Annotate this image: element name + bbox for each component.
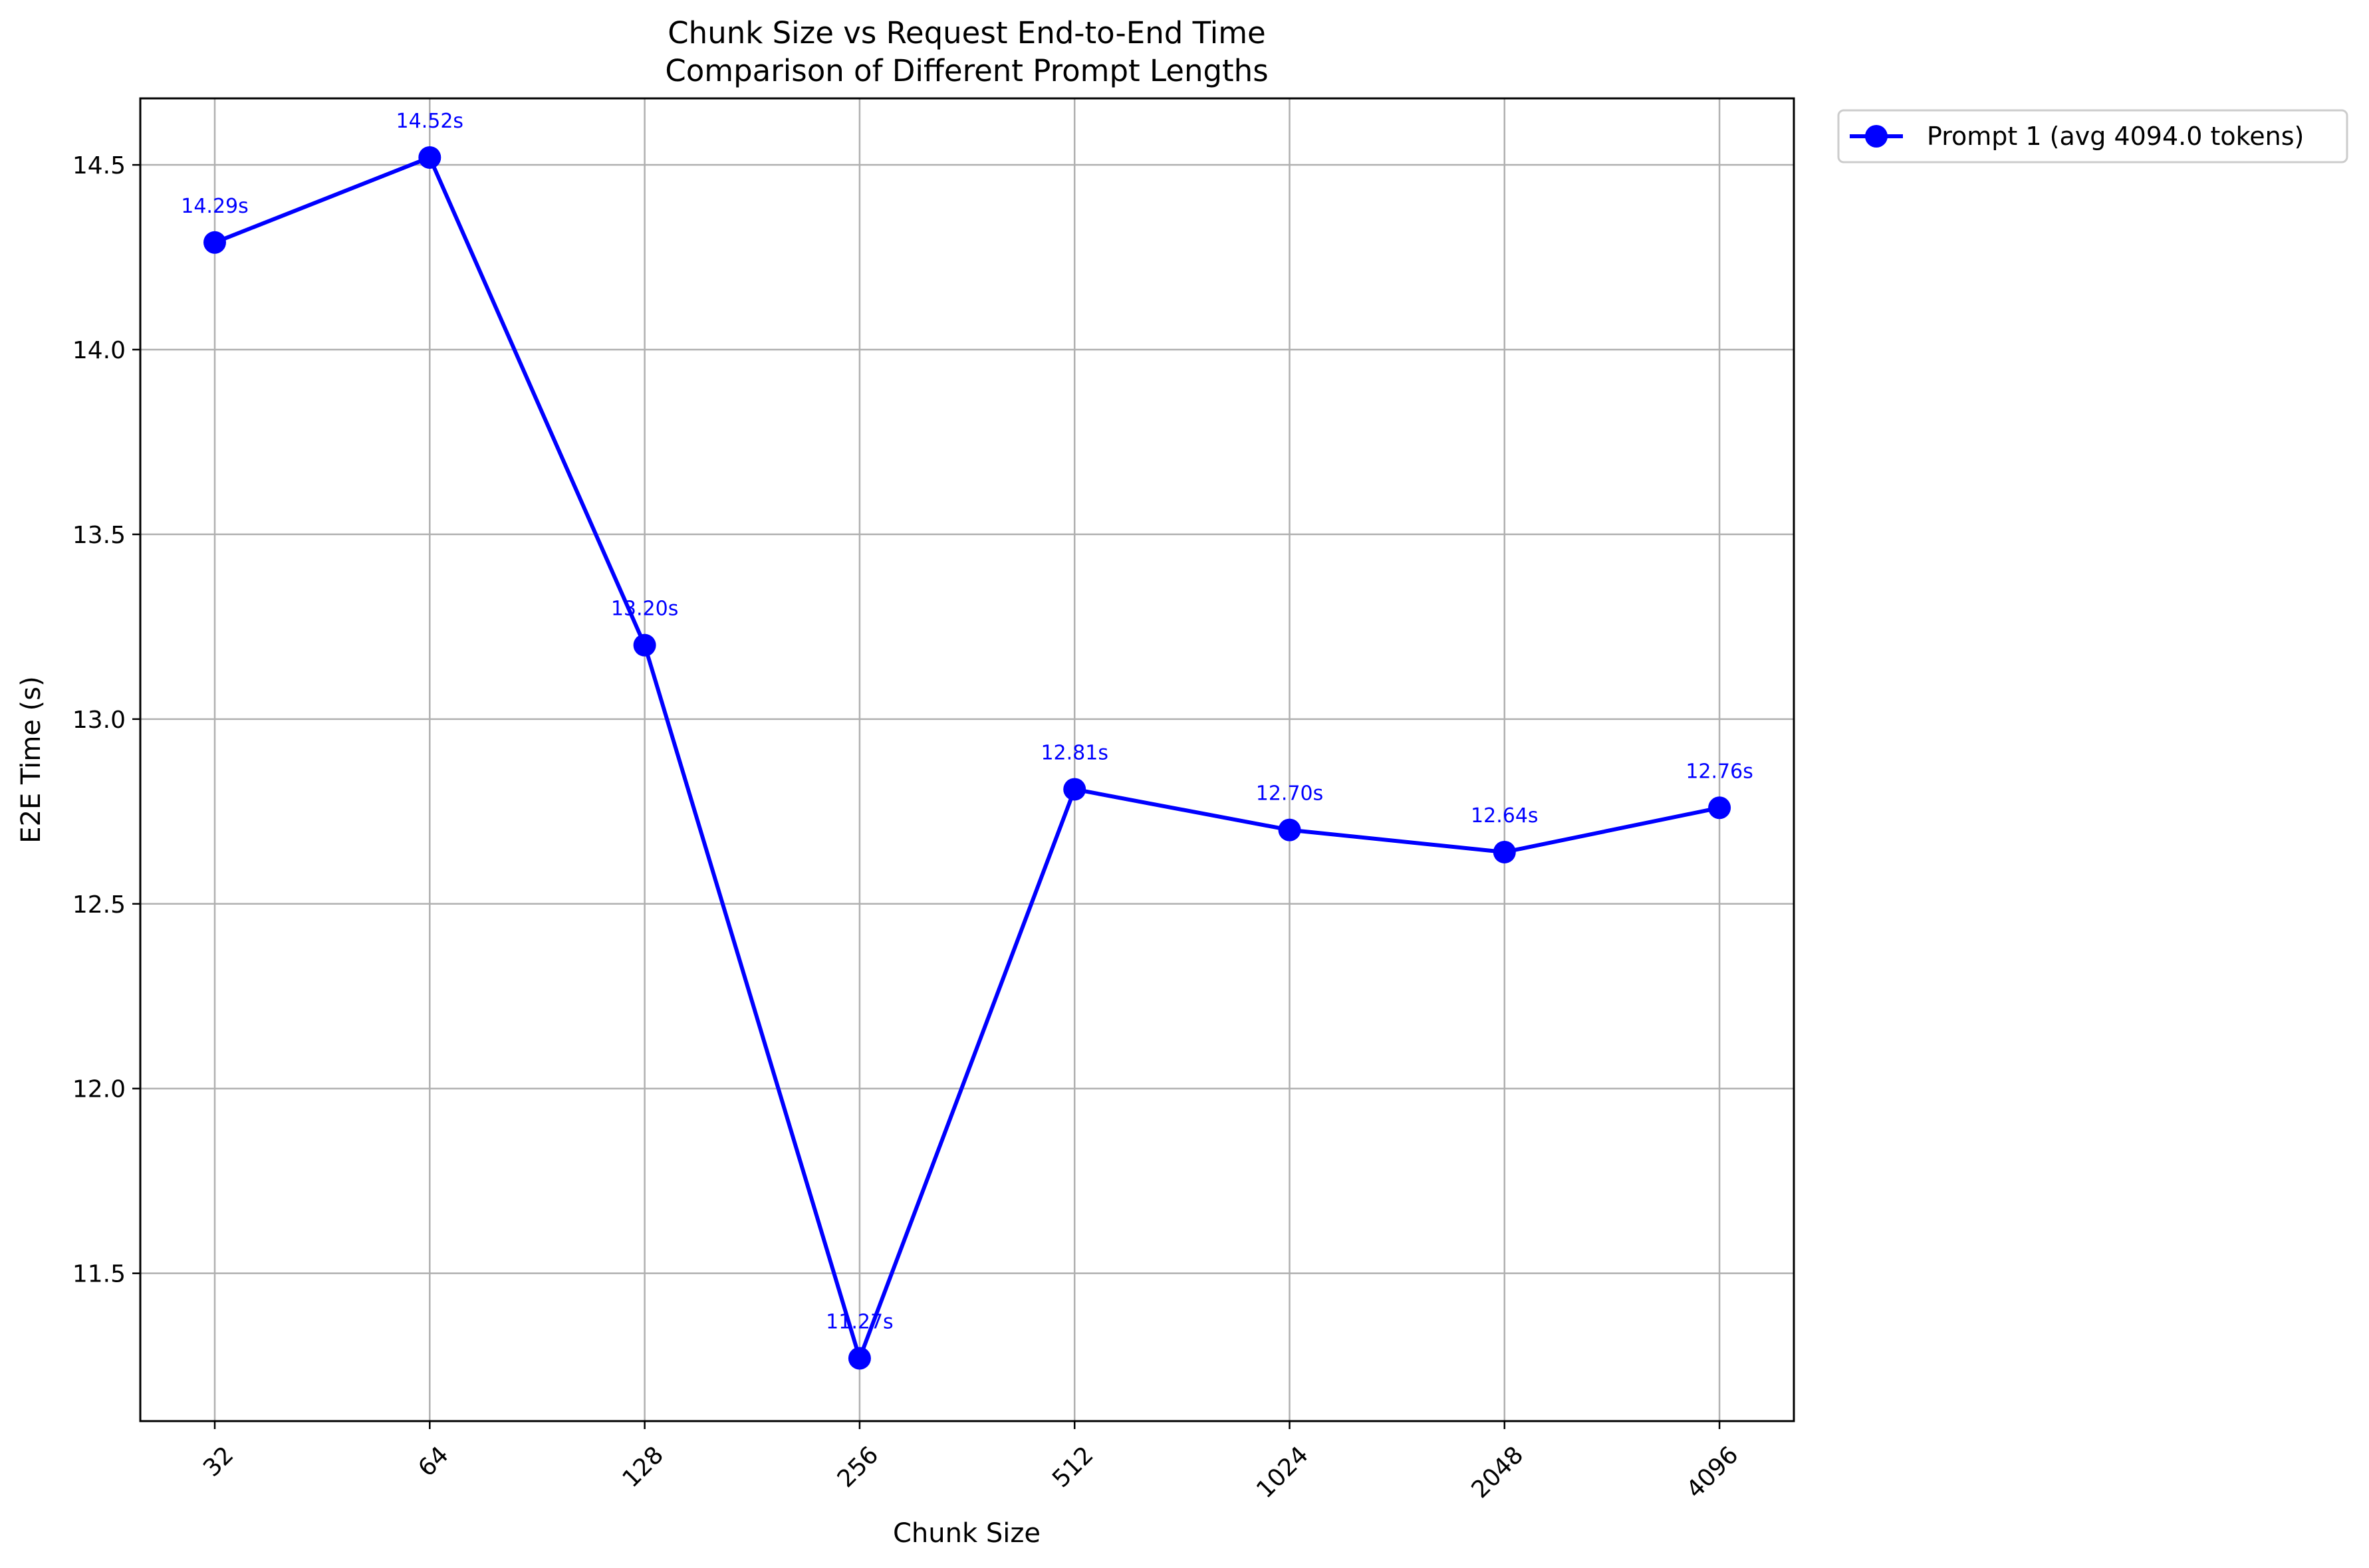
series-line — [213, 155, 1722, 1361]
y-axis-label: E2E Time (s) — [16, 676, 47, 843]
data-label: 12.70s — [1256, 782, 1324, 806]
legend-series-label: Prompt 1 (avg 4094.0 tokens) — [1927, 122, 2304, 151]
legend[interactable]: Prompt 1 (avg 4094.0 tokens) — [1837, 109, 2348, 164]
data-point[interactable] — [203, 231, 226, 254]
y-tick-label: 14.0 — [72, 337, 126, 364]
y-axis-ticks: 11.5 12.0 12.5 13.0 13.5 14.0 14.5 — [72, 152, 140, 1288]
data-label: 12.76s — [1685, 760, 1753, 783]
y-tick-label: 12.0 — [72, 1076, 126, 1103]
y-tick-label: 13.0 — [72, 707, 126, 734]
data-label: 14.29s — [181, 195, 249, 218]
plot-frame — [139, 97, 1795, 1422]
data-label: 13.20s — [611, 598, 679, 621]
legend-box — [1837, 109, 2348, 164]
y-tick-label: 12.5 — [72, 891, 126, 919]
grid-lines — [140, 98, 1794, 1421]
data-label: 12.81s — [1041, 741, 1108, 764]
data-labels: 14.29s 14.52s 13.20s 11.27s 12.81s 12.70s 12.6… — [181, 110, 1753, 1334]
data-point[interactable] — [1278, 818, 1301, 841]
y-tick-label: 13.5 — [72, 522, 126, 549]
data-point[interactable] — [1493, 840, 1516, 863]
data-label: 12.64s — [1471, 804, 1539, 828]
chart-title: Chunk Size vs Request End-to-End Time — [668, 15, 1265, 51]
data-label: 11.27s — [826, 1311, 894, 1334]
data-point[interactable] — [633, 633, 656, 657]
x-axis-label: Chunk Size — [893, 1518, 1041, 1549]
series-layer — [203, 146, 1731, 1370]
data-point[interactable] — [418, 146, 441, 169]
data-point[interactable] — [1063, 778, 1086, 801]
y-tick-label: 11.5 — [72, 1261, 126, 1288]
data-label: 14.52s — [396, 110, 464, 133]
chart-subtitle: Comparison of Different Prompt Lengths — [665, 53, 1268, 88]
legend-marker-swatch — [1865, 125, 1888, 148]
data-point[interactable] — [1708, 796, 1731, 820]
data-point[interactable] — [848, 1347, 871, 1370]
y-tick-label: 14.5 — [72, 152, 126, 179]
